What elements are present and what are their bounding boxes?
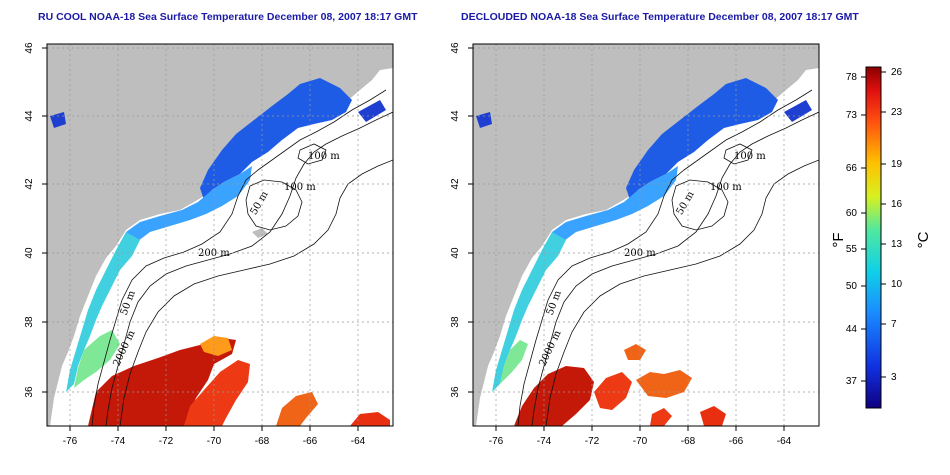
lat-tick-label: 36: [24, 386, 35, 398]
lat-tick-label: 38: [24, 316, 35, 328]
sst-map-right: 100 m 100 m 50 m 200 m 50 m 2000 m: [450, 42, 820, 447]
lon-tick-label: -76: [63, 436, 78, 447]
warm-water: [700, 406, 726, 426]
bathymetry-contours: [91, 89, 393, 426]
island: [546, 60, 560, 70]
lon-tick-label: -72: [159, 436, 174, 447]
lat-axis-labels: 46 44 42 40 38 36: [24, 42, 35, 398]
f-tick-label: 60: [846, 208, 858, 219]
lat-tick-label: 42: [450, 178, 461, 190]
cold-water: [66, 232, 140, 392]
lon-axis-labels: -76 -74 -72 -70 -68 -66 -64: [489, 436, 792, 447]
land-mass: [47, 44, 393, 426]
island: [120, 60, 134, 70]
cold-water: [626, 78, 778, 200]
f-tick-label: 73: [846, 110, 858, 121]
sst-map-left: 100 m 100 m 50 m 200 m 50 m 2000 m: [24, 42, 394, 447]
c-tick-label: 16: [891, 199, 903, 210]
depth-label-100m: 100 m: [308, 151, 340, 162]
lon-tick-label: -74: [111, 436, 126, 447]
warm-water: [184, 360, 250, 426]
cold-water: [200, 78, 352, 200]
graticule: [473, 44, 819, 426]
f-tick-label: 37: [846, 376, 858, 387]
c-tick-label: 7: [891, 319, 897, 330]
f-tick-label: 50: [846, 281, 858, 292]
cold-water: [358, 100, 386, 122]
warm-water: [350, 412, 390, 426]
lat-tick-label: 46: [450, 42, 461, 54]
warm-water: [650, 408, 672, 426]
warm-water: [636, 370, 692, 398]
map-title-left: RU COOL NOAA-18 Sea Surface Temperature …: [38, 11, 418, 23]
lat-tick-label: 40: [24, 247, 35, 259]
lat-tick-label: 44: [450, 110, 461, 122]
lon-tick-label: -76: [489, 436, 504, 447]
lat-tick-label: 38: [450, 316, 461, 328]
lon-axis-labels: -76 -74 -72 -70 -68 -66 -64: [63, 436, 366, 447]
lon-tick-label: -68: [255, 436, 270, 447]
warm-water: [594, 372, 632, 410]
lat-tick-label: 42: [24, 178, 35, 190]
depth-label-100m: 100 m: [734, 151, 766, 162]
f-tick-label: 78: [846, 72, 858, 83]
map-title-right: DECLOUDED NOAA-18 Sea Surface Temperatur…: [461, 11, 859, 23]
f-tick-label: 55: [846, 244, 858, 255]
c-tick-label: 23: [891, 107, 903, 118]
c-tick-label: 13: [891, 239, 903, 250]
depth-label-200m: 200 m: [624, 248, 656, 259]
temperature-colorbar: 78 73 66 60 55 50 44 37 26 23 19 16 13 1…: [830, 66, 932, 409]
warm-water: [200, 336, 232, 356]
lat-axis-labels: 46 44 42 40 38 36: [450, 42, 461, 398]
lat-tick-label: 46: [24, 42, 35, 54]
bathymetry-contours: [517, 89, 819, 426]
lon-tick-label: -74: [537, 436, 552, 447]
lon-tick-label: -70: [633, 436, 648, 447]
land-mass: [473, 44, 819, 426]
lat-tick-label: 40: [450, 247, 461, 259]
cold-water: [492, 232, 566, 392]
lon-tick-label: -72: [585, 436, 600, 447]
lon-tick-label: -64: [351, 436, 366, 447]
cold-water: [784, 100, 812, 122]
graticule: [47, 44, 393, 426]
celsius-unit-label: °C: [915, 231, 932, 248]
cold-water: [500, 340, 528, 384]
fahrenheit-tick-labels: 78 73 66 60 55 50 44 37: [846, 72, 858, 387]
lon-tick-label: -66: [303, 436, 318, 447]
lat-tick-label: 44: [24, 110, 35, 122]
warm-water: [624, 344, 646, 360]
c-tick-label: 3: [891, 372, 897, 383]
warm-water: [276, 392, 318, 426]
fahrenheit-unit-label: °F: [830, 232, 847, 247]
warm-water: [88, 338, 236, 426]
c-tick-label: 10: [891, 279, 903, 290]
lon-tick-label: -66: [729, 436, 744, 447]
depth-label-200m: 200 m: [198, 248, 230, 259]
cold-water: [552, 166, 678, 244]
cold-water: [126, 166, 252, 244]
f-tick-label: 44: [846, 324, 858, 335]
lon-tick-label: -64: [777, 436, 792, 447]
lon-tick-label: -70: [207, 436, 222, 447]
lat-tick-label: 36: [450, 386, 461, 398]
c-tick-label: 19: [891, 159, 903, 170]
depth-label-100m: 100 m: [710, 182, 742, 193]
c-tick-label: 26: [891, 67, 903, 78]
celsius-tick-labels: 26 23 19 16 13 10 7 3: [891, 67, 903, 383]
island: [252, 228, 268, 238]
lon-tick-label: -68: [681, 436, 696, 447]
f-tick-label: 66: [846, 163, 858, 174]
depth-label-100m: 100 m: [284, 182, 316, 193]
